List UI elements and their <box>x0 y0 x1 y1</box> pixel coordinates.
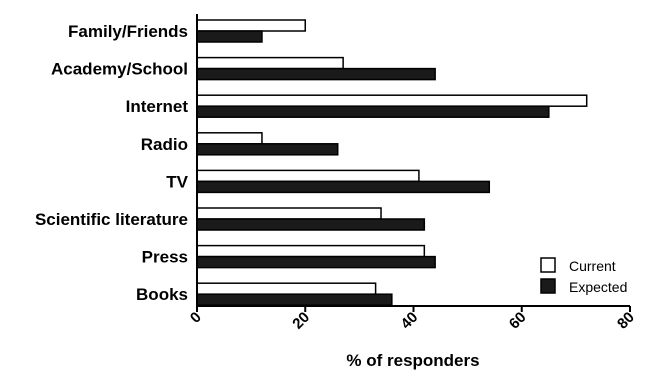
bar-expected-0 <box>196 30 263 43</box>
bar-expected-2 <box>196 105 550 118</box>
x-tick-label: 80 <box>614 309 638 333</box>
bar-expected-3 <box>196 143 339 156</box>
legend: Current Expected <box>540 257 627 295</box>
x-ticks: 0 20 40 60 80 <box>187 306 638 333</box>
bar-current-3 <box>196 132 263 145</box>
bar-current-1 <box>196 56 344 70</box>
category-label: Press <box>142 248 188 267</box>
category-label: Books <box>136 285 188 304</box>
category-label: Internet <box>126 97 189 116</box>
bar-current-4 <box>196 169 420 183</box>
x-tick-label: 40 <box>398 309 422 333</box>
bar-current-0 <box>196 19 306 32</box>
bar-current-7 <box>196 282 377 295</box>
bar-expected-5 <box>196 218 426 231</box>
category-label: Scientific literature <box>35 210 188 229</box>
category-labels: Family/Friends Academy/School Internet Radi… <box>35 22 189 304</box>
bar-current-5 <box>196 207 382 220</box>
bar-expected-4 <box>196 180 491 194</box>
x-tick-label: 20 <box>289 309 313 333</box>
legend-swatch-current <box>540 257 556 273</box>
bar-current-6 <box>196 244 426 258</box>
legend-label-current: Current <box>569 258 616 274</box>
legend-swatch-expected <box>540 278 556 294</box>
category-label: TV <box>166 172 188 191</box>
x-axis-title: % of responders <box>346 351 479 370</box>
x-tick-label: 0 <box>187 309 205 327</box>
bar-current-2 <box>196 94 588 107</box>
x-tick-label: 60 <box>506 309 530 333</box>
category-label: Radio <box>141 135 188 154</box>
legend-label-expected: Expected <box>569 279 627 295</box>
bar-expected-6 <box>196 255 436 269</box>
category-label: Academy/School <box>51 60 188 79</box>
bars-group <box>196 19 588 306</box>
bar-expected-7 <box>196 293 393 306</box>
category-label: Family/Friends <box>68 22 188 41</box>
bar-expected-1 <box>196 67 436 81</box>
